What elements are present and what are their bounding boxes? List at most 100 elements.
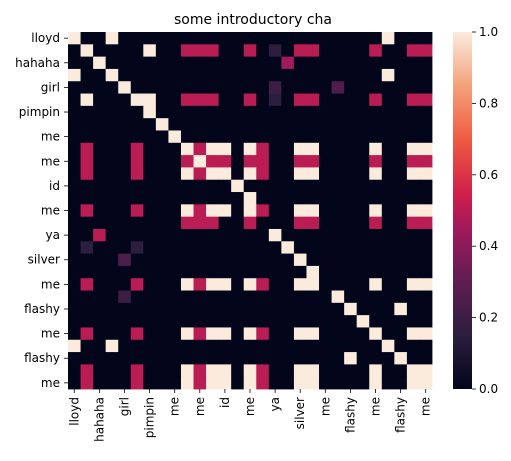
heatmap-cell	[357, 377, 370, 390]
heatmap-cell	[143, 217, 156, 230]
heatmap-cells	[68, 32, 432, 389]
heatmap-cell	[143, 44, 156, 57]
heatmap-cell	[369, 155, 382, 168]
heatmap-cell	[269, 241, 282, 254]
x-tick-label: me	[243, 397, 257, 416]
heatmap-cell	[81, 291, 94, 304]
heatmap-cell	[231, 217, 244, 230]
heatmap-cell	[281, 118, 294, 131]
heatmap-cell	[419, 217, 432, 230]
heatmap-cell	[194, 266, 207, 279]
heatmap-cell	[382, 130, 395, 143]
heatmap-cell	[419, 266, 432, 279]
heatmap-cell	[181, 32, 194, 45]
heatmap-cell	[332, 217, 345, 230]
heatmap-cell	[344, 340, 357, 353]
heatmap-cell	[319, 167, 332, 180]
heatmap-cell	[219, 69, 232, 82]
heatmap-cell	[143, 106, 156, 119]
heatmap-cell	[419, 167, 432, 180]
heatmap-cell	[219, 352, 232, 365]
heatmap-cell	[357, 32, 370, 45]
heatmap-cell	[93, 303, 106, 316]
heatmap-cell	[407, 57, 420, 70]
heatmap-cell	[143, 143, 156, 156]
heatmap-cell	[244, 327, 257, 340]
heatmap-cell	[256, 192, 269, 205]
heatmap-cell	[93, 118, 106, 131]
heatmap-cell	[332, 303, 345, 316]
heatmap-cell	[106, 106, 119, 119]
heatmap-cell	[118, 266, 131, 279]
heatmap-cell	[156, 254, 169, 267]
heatmap-cell	[319, 32, 332, 45]
heatmap-cell	[244, 364, 257, 377]
heatmap-cell	[206, 118, 219, 131]
heatmap-cell	[244, 340, 257, 353]
heatmap-cell	[281, 217, 294, 230]
heatmap-cell	[281, 291, 294, 304]
heatmap-cell	[382, 69, 395, 82]
heatmap-cell	[332, 377, 345, 390]
heatmap-cell	[156, 118, 169, 131]
heatmap-cell	[181, 44, 194, 57]
heatmap-cell	[344, 106, 357, 119]
heatmap-cell	[219, 241, 232, 254]
heatmap-cell	[357, 340, 370, 353]
heatmap-cell	[68, 217, 81, 230]
heatmap-cell	[306, 32, 319, 45]
heatmap-cell	[68, 291, 81, 304]
heatmap-cell	[106, 167, 119, 180]
heatmap-cell	[244, 69, 257, 82]
heatmap-cell	[306, 315, 319, 328]
heatmap-cell	[382, 155, 395, 168]
heatmap-cell	[382, 278, 395, 291]
heatmap-cell	[118, 340, 131, 353]
x-axis: lloyd hahaha girl pimpin me me id me ya silver me f…	[67, 389, 432, 442]
heatmap-cell	[269, 32, 282, 45]
heatmap-cell	[81, 155, 94, 168]
heatmap-cell	[81, 352, 94, 365]
heatmap-cell	[206, 377, 219, 390]
heatmap-cell	[319, 69, 332, 82]
heatmap-cell	[231, 229, 244, 242]
heatmap-cell	[256, 204, 269, 217]
heatmap-cell	[319, 192, 332, 205]
heatmap-cell	[306, 352, 319, 365]
heatmap-cell	[118, 57, 131, 70]
heatmap-cell	[143, 241, 156, 254]
heatmap-cell	[219, 291, 232, 304]
heatmap-cell	[219, 229, 232, 242]
heatmap-cell	[344, 266, 357, 279]
heatmap-cell	[206, 130, 219, 143]
heatmap-cell	[344, 229, 357, 242]
heatmap-cell	[156, 143, 169, 156]
heatmap-cell	[357, 266, 370, 279]
heatmap-cell	[419, 143, 432, 156]
heatmap-cell	[168, 377, 181, 390]
y-tick-label: girl	[41, 80, 60, 94]
heatmap-cell	[407, 167, 420, 180]
heatmap-cell	[332, 229, 345, 242]
heatmap-cell	[269, 303, 282, 316]
heatmap-cell	[143, 229, 156, 242]
heatmap-cell	[332, 106, 345, 119]
heatmap-cell	[206, 106, 219, 119]
heatmap-cell	[269, 57, 282, 70]
heatmap-cell	[394, 352, 407, 365]
heatmap-cell	[106, 303, 119, 316]
heatmap-cell	[231, 32, 244, 45]
y-tick-label: pimpin	[19, 105, 60, 119]
heatmap-cell	[168, 155, 181, 168]
heatmap-cell	[231, 315, 244, 328]
heatmap-cell	[294, 118, 307, 131]
heatmap-cell	[369, 94, 382, 107]
x-tick-label: me	[168, 397, 182, 416]
heatmap-cell	[407, 69, 420, 82]
heatmap-cell	[231, 278, 244, 291]
heatmap-cell	[168, 94, 181, 107]
heatmap-cell	[344, 130, 357, 143]
x-tick-label: ya	[268, 397, 282, 411]
heatmap-cell	[143, 57, 156, 70]
heatmap-cell	[319, 241, 332, 254]
